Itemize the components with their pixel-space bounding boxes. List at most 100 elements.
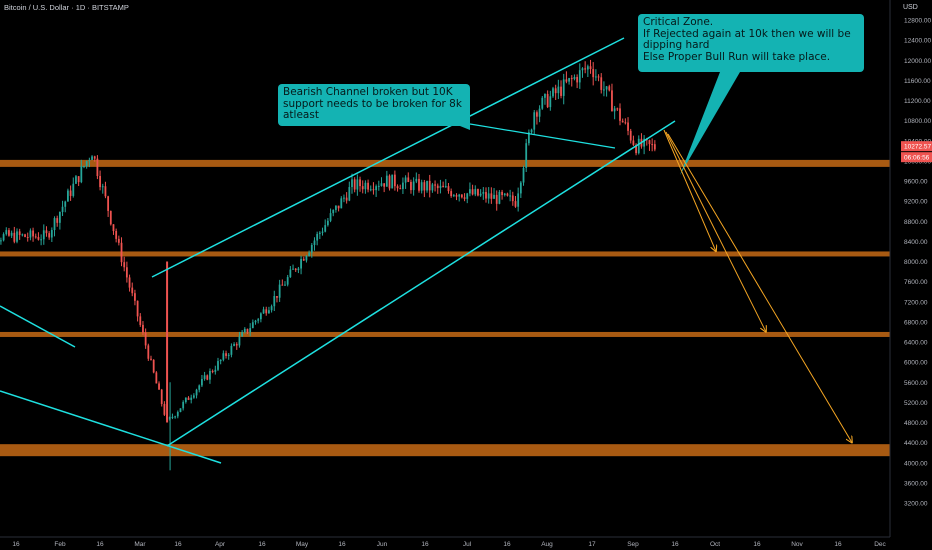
candle-body[interactable] — [455, 195, 458, 197]
candle-body[interactable] — [439, 185, 442, 189]
candle-body[interactable] — [458, 194, 461, 197]
candle-body[interactable] — [58, 211, 61, 223]
candle-body[interactable] — [243, 328, 246, 333]
candle-body[interactable] — [56, 218, 59, 223]
candle-body[interactable] — [367, 182, 369, 190]
candle-body[interactable] — [72, 183, 75, 196]
candle-body[interactable] — [557, 86, 560, 94]
candle-body[interactable] — [268, 310, 270, 314]
candle-body[interactable] — [115, 230, 118, 239]
candle-body[interactable] — [335, 205, 337, 210]
candle-body[interactable] — [552, 88, 554, 97]
candle-body[interactable] — [522, 168, 525, 183]
candle-body[interactable] — [246, 328, 249, 333]
candle-body[interactable] — [166, 261, 169, 423]
candle-body[interactable] — [48, 233, 51, 238]
candle-body[interactable] — [353, 179, 356, 190]
candle-body[interactable] — [26, 236, 29, 238]
candle-body[interactable] — [643, 138, 646, 147]
candle-body[interactable] — [227, 354, 230, 356]
candle-body[interactable] — [407, 177, 410, 182]
candle-body[interactable] — [592, 69, 595, 78]
candle-body[interactable] — [123, 262, 126, 268]
candle-body[interactable] — [632, 140, 635, 145]
candle-body[interactable] — [511, 195, 514, 202]
candle-body[interactable] — [356, 179, 359, 190]
candle-body[interactable] — [0, 240, 2, 242]
candle-body[interactable] — [163, 403, 166, 415]
candle-body[interactable] — [45, 230, 48, 234]
candle-body[interactable] — [184, 397, 187, 403]
candle-body[interactable] — [136, 300, 139, 317]
candle-body[interactable] — [337, 205, 340, 209]
candle-body[interactable] — [112, 224, 115, 231]
candle-body[interactable] — [637, 138, 640, 154]
candle-body[interactable] — [527, 132, 530, 144]
candle-body[interactable] — [5, 230, 8, 235]
candle-body[interactable] — [316, 233, 319, 241]
candle-body[interactable] — [155, 372, 158, 384]
candle-body[interactable] — [471, 189, 474, 195]
candle-body[interactable] — [485, 192, 487, 199]
candle-body[interactable] — [29, 230, 32, 238]
candle-body[interactable] — [125, 267, 128, 278]
candle-body[interactable] — [600, 77, 603, 90]
candle-body[interactable] — [648, 140, 651, 145]
candle-body[interactable] — [544, 93, 546, 98]
candle-body[interactable] — [321, 231, 324, 233]
candle-body[interactable] — [503, 193, 506, 196]
candle-body[interactable] — [517, 193, 520, 207]
candle-body[interactable] — [217, 361, 219, 370]
support-zone[interactable] — [0, 251, 890, 257]
candle-body[interactable] — [399, 188, 402, 190]
candle-body[interactable] — [134, 293, 136, 301]
candle-body[interactable] — [10, 232, 13, 236]
candle-body[interactable] — [117, 238, 120, 243]
candle-body[interactable] — [487, 193, 490, 199]
candle-body[interactable] — [364, 182, 367, 190]
candle-body[interactable] — [514, 201, 517, 207]
candle-body[interactable] — [160, 389, 163, 404]
candle-body[interactable] — [192, 395, 195, 398]
candle-body[interactable] — [570, 78, 573, 80]
candle-body[interactable] — [619, 108, 621, 121]
candle-body[interactable] — [144, 332, 147, 346]
candle-body[interactable] — [576, 76, 579, 83]
candle-body[interactable] — [482, 192, 485, 194]
candle-body[interactable] — [415, 178, 418, 182]
candle-body[interactable] — [420, 182, 423, 191]
channel-upper-line[interactable] — [151, 37, 625, 278]
candle-body[interactable] — [611, 90, 613, 112]
candle-body[interactable] — [85, 161, 88, 166]
candle-body[interactable] — [348, 187, 351, 201]
candle-body[interactable] — [308, 252, 311, 257]
candle-body[interactable] — [326, 220, 329, 226]
candle-body[interactable] — [131, 287, 134, 294]
candle-body[interactable] — [562, 79, 565, 96]
candle-body[interactable] — [584, 68, 587, 70]
candle-body[interactable] — [418, 178, 420, 191]
candle-body[interactable] — [104, 186, 107, 197]
candle-body[interactable] — [310, 244, 313, 253]
candle-body[interactable] — [254, 320, 257, 323]
candle-body[interactable] — [423, 182, 426, 191]
candle-body[interactable] — [383, 183, 386, 187]
candle-body[interactable] — [391, 174, 394, 189]
candle-body[interactable] — [313, 240, 316, 245]
candle-body[interactable] — [495, 194, 498, 204]
candle-body[interactable] — [412, 181, 415, 191]
candle-body[interactable] — [88, 159, 91, 162]
candle-body[interactable] — [565, 79, 568, 82]
candle-body[interactable] — [195, 389, 198, 396]
candle-body[interactable] — [120, 242, 123, 263]
candle-body[interactable] — [361, 186, 364, 190]
candle-body[interactable] — [509, 195, 512, 197]
candle-body[interactable] — [18, 231, 21, 236]
descending-line-bottom[interactable] — [0, 390, 222, 464]
candle-body[interactable] — [171, 416, 174, 418]
candle-body[interactable] — [541, 97, 544, 109]
candle-body[interactable] — [318, 232, 321, 234]
candle-body[interactable] — [594, 76, 597, 78]
candle-body[interactable] — [273, 296, 276, 307]
candle-body[interactable] — [21, 234, 24, 236]
